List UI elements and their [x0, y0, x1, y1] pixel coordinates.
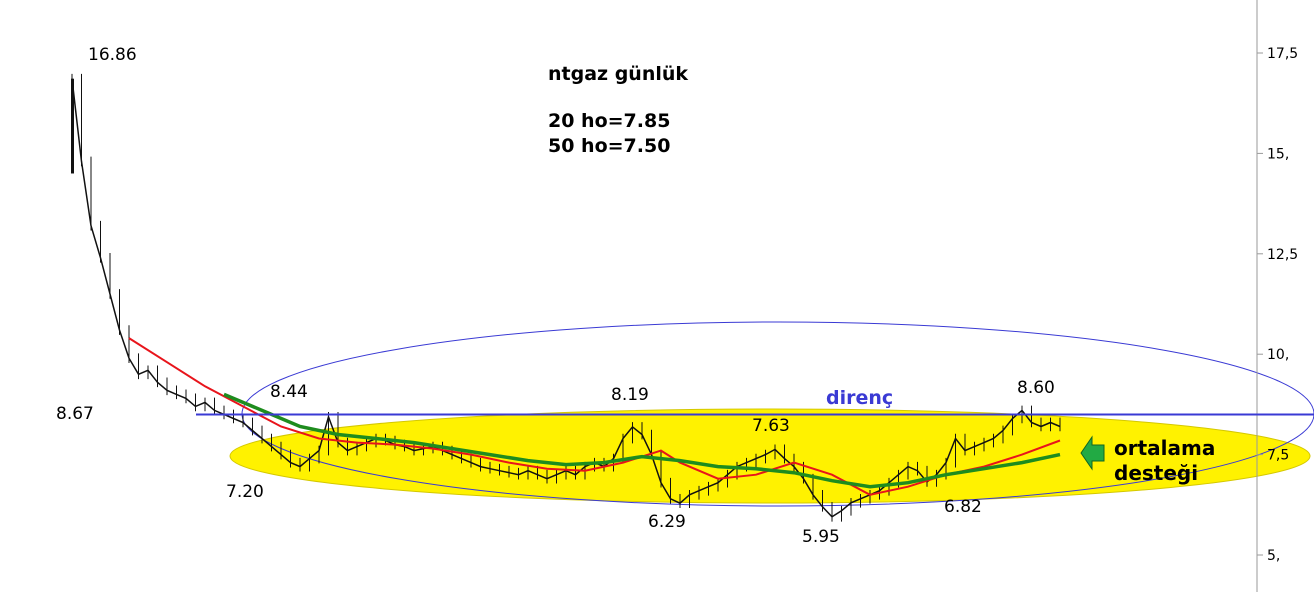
ma20-line [128, 337, 1061, 496]
price-annotations: 16.86 8.67 7.20 8.44 8.19 7.63 6.29 5.95 6.82 8.6… [56, 45, 1055, 547]
y-tick-label: 10, [1267, 347, 1289, 363]
y-tick-label: 5, [1267, 548, 1280, 564]
y-tick-label: 17,5 [1267, 46, 1298, 62]
y-tick-label: 15, [1267, 146, 1289, 162]
price-annotation: 16.86 [88, 45, 137, 65]
y-axis-ticks: 17,5 15, 12,5 10, 7,5 5, [1257, 46, 1298, 564]
ma50-line [223, 392, 1061, 489]
price-annotation: 8.19 [611, 385, 649, 405]
support-label-line2: desteği [1114, 461, 1198, 485]
price-annotation: 7.63 [752, 416, 790, 436]
y-tick-label: 12,5 [1267, 247, 1298, 263]
resistance-label: direnç [826, 387, 893, 409]
price-annotation: 5.95 [802, 527, 840, 547]
support-zone-ellipse [229, 408, 1311, 504]
y-tick-label: 7,5 [1267, 448, 1289, 464]
price-annotation: 6.29 [648, 512, 686, 532]
price-annotation: 8.60 [1017, 378, 1055, 398]
price-annotation: 6.82 [944, 497, 982, 517]
price-annotation: 8.44 [270, 382, 308, 402]
support-arrow-icon [1080, 435, 1105, 471]
ma50-label: 50 ho=7.50 [548, 135, 670, 157]
ma20-label: 20 ho=7.85 [548, 110, 670, 132]
support-label-line1: ortalama [1114, 436, 1215, 460]
price-annotation: 7.20 [226, 482, 264, 502]
price-annotation: 8.67 [56, 404, 94, 424]
candle [71, 78, 74, 174]
chart-title: ntgaz günlük [548, 63, 688, 85]
